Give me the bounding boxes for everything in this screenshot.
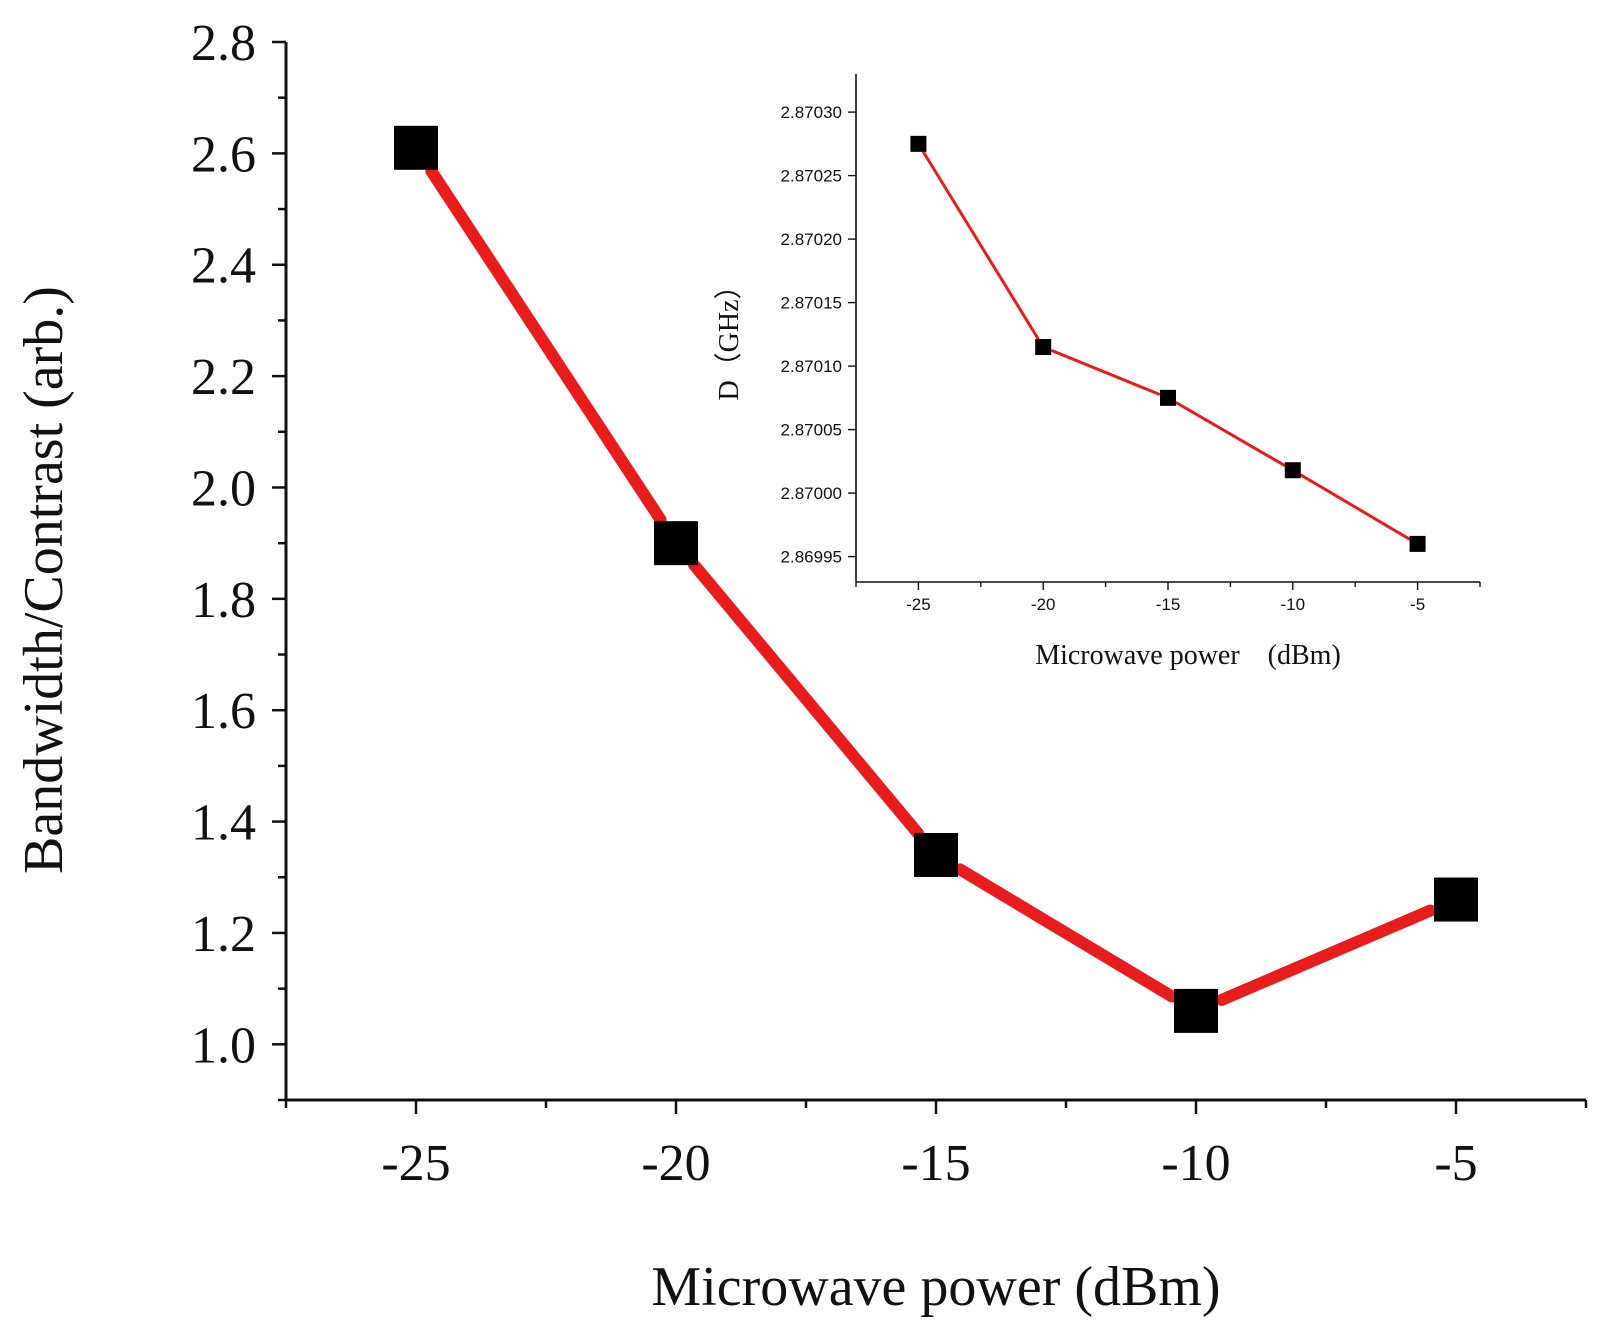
main-x-tick-label: -25 [381,1135,450,1192]
main-series-line-segment [1215,904,1437,1006]
main-y-ticks: 1.0 1.2 1.4 1.6 1.8 2.0 2.2 2.4 2.6 2.8 [191,15,286,1102]
inset-y-tick-label: 2.87030 [781,103,842,122]
inset-data-point [910,135,927,152]
main-y-tick-label: 1.8 [191,572,256,629]
inset-y-tick-label: 2.87020 [781,230,842,249]
main-y-tick-label: 1.6 [191,683,256,740]
inset-series-line-segment [1299,473,1411,541]
inset-x-tick-label: -10 [1281,595,1306,614]
inset-y-tick-label: 2.87005 [781,421,842,440]
main-x-ticks: -25 -20 -15 -10 -5 [284,1100,1588,1192]
inset-y-ticks: 2.86995 2.87000 2.87005 2.87010 2.87015 2.870… [781,103,856,567]
main-x-tick-label: -15 [901,1135,970,1192]
main-series-line-segment [954,863,1178,1003]
main-x-tick-label: -10 [1161,1135,1230,1192]
main-data-point [1434,877,1478,922]
inset-x-tick-label: -15 [1156,595,1181,614]
main-data-point [394,125,438,170]
main-y-tick-label: 2.0 [191,460,256,517]
main-series [394,125,1478,1033]
main-data-point [1174,988,1218,1033]
main-y-tick-label: 1.2 [191,906,256,963]
inset-y-axis-title: D（GHz） [713,271,745,400]
main-y-tick-label: 2.4 [191,238,256,295]
main-y-tick-label: 2.2 [191,349,256,406]
inset-x-tick-label: -25 [906,595,931,614]
inset-data-point [1284,462,1301,479]
inset-x-ticks: -25 -20 -15 -10 -5 [855,582,1481,614]
main-y-tick-label: 1.0 [191,1017,256,1074]
inset-x-tick-label: -5 [1410,595,1425,614]
inset-data-point [1160,389,1176,406]
main-x-axis-title: Microwave power (dBm) [651,1256,1220,1318]
inset-data-point [1409,535,1426,552]
inset-y-tick-label: 2.87015 [781,294,842,313]
inset-x-tick-label: -20 [1031,595,1056,614]
inset-x-axis-title: Microwave power (dBm) [1035,640,1341,671]
main-data-point [914,832,958,877]
main-y-tick-label: 2.6 [191,126,256,183]
inset-y-tick-label: 2.87025 [781,167,842,186]
main-chart: 1.0 1.2 1.4 1.6 1.8 2.0 2.2 2.4 2.6 2.8 -25 -20 -15… [13,15,1588,1318]
inset-series-line-segment [1175,401,1286,467]
main-data-point [654,521,698,566]
main-x-tick-label: -5 [1434,1135,1477,1192]
inset-series [910,135,1426,552]
inset-y-tick-label: 2.87010 [781,357,842,376]
inset-series-line-segment [922,150,1040,341]
main-series-line-segment [425,165,667,526]
main-y-axis-title: Bandwidth/Contrast (arb.) [13,286,75,874]
inset-series-line-segment [1050,349,1161,396]
main-y-tick-label: 1.4 [191,795,256,852]
inset-data-point [1035,339,1052,356]
main-series-line-segment [687,558,925,840]
main-x-tick-label: -20 [641,1135,710,1192]
inset-chart: 2.86995 2.87000 2.87005 2.87010 2.87015 2.870… [713,74,1481,671]
main-y-tick-label: 2.8 [191,15,256,72]
inset-y-tick-label: 2.87000 [781,484,842,503]
inset-y-tick-label: 2.86995 [781,548,842,567]
